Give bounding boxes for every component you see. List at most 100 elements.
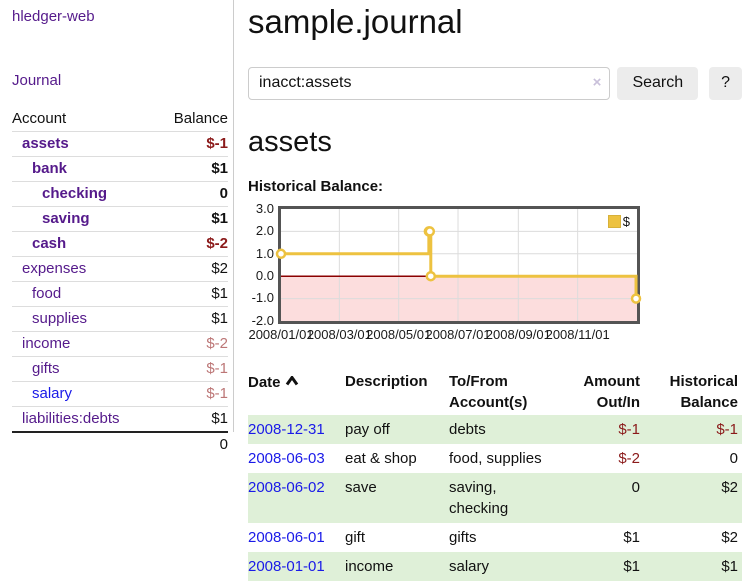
transaction-balance: $2 bbox=[721, 528, 738, 546]
y-axis-tick-label: 0.0 bbox=[255, 268, 274, 284]
chart-legend: $ bbox=[605, 212, 632, 230]
y-axis-tick-label: -2.0 bbox=[251, 312, 274, 328]
account-link[interactable]: salary bbox=[32, 385, 73, 402]
x-axis-tick-label: 2008/05/01 bbox=[366, 326, 432, 342]
x-axis-tick-label: 2008/07/01 bbox=[425, 326, 491, 342]
account-balance: $-1 bbox=[155, 131, 228, 157]
transaction-row: 2008-06-02 save saving, checking 0 $2 bbox=[248, 472, 742, 523]
column-header-amount: Amount Out/In bbox=[583, 372, 640, 411]
account-row: expenses $2 bbox=[12, 256, 228, 282]
transaction-amount: $-2 bbox=[618, 449, 640, 467]
main-content: sample.journal × Search ? assets Histori… bbox=[248, 0, 742, 581]
clear-search-icon[interactable]: × bbox=[592, 73, 602, 91]
search-bar: × Search ? bbox=[248, 66, 742, 100]
transaction-description: save bbox=[345, 478, 377, 496]
transaction-amount: 0 bbox=[631, 478, 640, 496]
accounts-total-value: 0 bbox=[155, 431, 228, 457]
x-axis-tick-label: 2008/09/01 bbox=[485, 326, 551, 342]
account-balance: $-1 bbox=[155, 381, 228, 407]
app-brand-link[interactable]: hledger-web bbox=[12, 8, 95, 25]
account-link[interactable]: supplies bbox=[32, 310, 88, 327]
column-header-date-label: Date bbox=[248, 373, 281, 391]
x-axis-tick-label: 2008/01/01 bbox=[248, 326, 314, 342]
account-balance: $1 bbox=[155, 281, 228, 307]
transactions-table: Date Description To/From Account(s) Amou… bbox=[248, 369, 742, 581]
x-axis-tick-label: 2008/03/01 bbox=[306, 326, 372, 342]
account-link[interactable]: income bbox=[22, 335, 71, 352]
column-header-accounts: To/From Account(s) bbox=[449, 372, 528, 411]
transaction-accounts: gifts bbox=[449, 528, 477, 546]
account-link[interactable]: bank bbox=[32, 160, 68, 177]
transaction-date-link[interactable]: 2008-06-02 bbox=[248, 478, 325, 496]
account-balance: $1 bbox=[155, 306, 228, 332]
account-row: bank $1 bbox=[12, 156, 228, 182]
account-row: salary $-1 bbox=[12, 381, 228, 407]
search-input[interactable] bbox=[248, 66, 611, 100]
transaction-accounts: saving, checking bbox=[449, 478, 509, 517]
transaction-accounts: food, supplies bbox=[449, 449, 542, 467]
account-link[interactable]: checking bbox=[42, 185, 108, 202]
y-axis-tick-label: 1.0 bbox=[255, 245, 274, 261]
column-header-balance: Historical Balance bbox=[669, 372, 738, 411]
transaction-date-link[interactable]: 2008-01-01 bbox=[248, 557, 325, 575]
transaction-description: pay off bbox=[345, 420, 390, 438]
transaction-balance: $1 bbox=[721, 557, 738, 575]
account-link[interactable]: cash bbox=[32, 235, 67, 252]
account-balance: $-2 bbox=[155, 231, 228, 257]
accounts-header-account: Account bbox=[12, 110, 67, 127]
transaction-row: 2008-06-01 gift gifts $1 $2 bbox=[248, 523, 742, 552]
transaction-accounts: debts bbox=[449, 420, 486, 438]
account-row: cash $-2 bbox=[12, 231, 228, 257]
account-link[interactable]: gifts bbox=[32, 360, 60, 377]
account-balance: $1 bbox=[155, 406, 228, 432]
account-link[interactable]: saving bbox=[42, 210, 90, 227]
x-axis-tick-label: 2008/11/01 bbox=[545, 326, 610, 342]
account-row: saving $1 bbox=[12, 206, 228, 232]
transaction-balance: $-1 bbox=[716, 420, 738, 438]
chart-plot-area: $ bbox=[275, 205, 642, 324]
account-row: gifts $-1 bbox=[12, 356, 228, 382]
column-header-date[interactable]: Date bbox=[248, 369, 345, 415]
column-header-description: Description bbox=[345, 372, 428, 390]
account-row: food $1 bbox=[12, 281, 228, 307]
account-balance: $1 bbox=[155, 206, 228, 232]
transaction-date-link[interactable]: 2008-06-01 bbox=[248, 528, 325, 546]
account-row: income $-2 bbox=[12, 331, 228, 357]
y-axis-tick-label: -1.0 bbox=[251, 290, 274, 306]
transaction-description: eat & shop bbox=[345, 449, 417, 467]
account-row: supplies $1 bbox=[12, 306, 228, 332]
account-balance: 0 bbox=[155, 181, 228, 207]
legend-label: $ bbox=[622, 213, 630, 229]
transaction-description: income bbox=[345, 557, 394, 575]
account-row: liabilities:debts $1 bbox=[12, 406, 228, 432]
transaction-balance: 0 bbox=[729, 449, 738, 467]
account-balance: $2 bbox=[155, 256, 228, 282]
account-link[interactable]: liabilities:debts bbox=[22, 410, 120, 427]
search-help-button[interactable]: ? bbox=[709, 66, 742, 100]
account-row: checking 0 bbox=[12, 181, 228, 207]
chart-section-label: Historical Balance: bbox=[248, 177, 384, 195]
sidebar-item-journal[interactable]: Journal bbox=[12, 72, 62, 89]
accounts-header-balance: Balance bbox=[173, 110, 228, 127]
account-heading: assets bbox=[248, 125, 332, 158]
account-balance: $-1 bbox=[155, 356, 228, 382]
sidebar-divider bbox=[233, 0, 234, 432]
account-link[interactable]: assets bbox=[22, 135, 69, 152]
transaction-amount: $-1 bbox=[618, 420, 640, 438]
accounts-total-row: 0 bbox=[12, 431, 228, 457]
legend-swatch-icon bbox=[607, 214, 621, 228]
account-link[interactable]: food bbox=[32, 285, 62, 302]
sort-ascending-icon bbox=[285, 371, 299, 392]
account-link[interactable]: expenses bbox=[22, 260, 87, 277]
transaction-date-link[interactable]: 2008-06-03 bbox=[248, 449, 325, 467]
transaction-amount: $1 bbox=[623, 557, 640, 575]
transaction-date-link[interactable]: 2008-12-31 bbox=[248, 420, 325, 438]
historical-balance-chart: 3.0 2.0 1.0 0.0 -1.0 -2.0 $ 2008/01/01 2008/03… bbox=[248, 201, 742, 348]
accounts-table: Account Balance assets $-1 bank $1 checking 0… bbox=[12, 107, 228, 457]
transaction-description: gift bbox=[345, 528, 366, 546]
transaction-row: 2008-12-31 pay off debts $-1 $-1 bbox=[248, 414, 742, 444]
transaction-accounts: salary bbox=[449, 557, 490, 575]
account-balance: $1 bbox=[155, 156, 228, 182]
search-button[interactable]: Search bbox=[617, 66, 699, 100]
transaction-amount: $1 bbox=[623, 528, 640, 546]
